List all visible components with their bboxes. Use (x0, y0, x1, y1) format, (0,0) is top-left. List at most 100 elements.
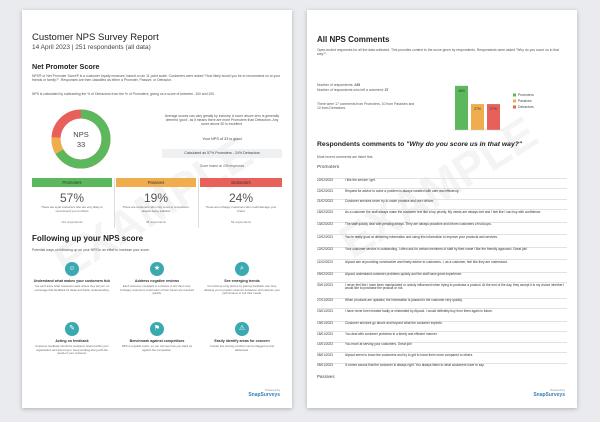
brand-name: SnapSurveys (248, 392, 280, 398)
comment-row: 11/02/2023 Alpood aim at providing constr… (317, 259, 569, 268)
follow-item-concern: ⚠ Easily identify areas for concern Cert… (203, 322, 281, 352)
row-divider (317, 282, 567, 283)
comment-row: 08/01/2023 Alpood seem to know the custom… (317, 352, 569, 361)
comment-date: 19/01/2023 (317, 321, 333, 325)
row-divider (317, 259, 567, 260)
comment-date: 14/01/2023 (317, 342, 333, 346)
nps-calc-text: NPS is calculated by subtracting the % o… (32, 92, 215, 96)
follow-up-heading: Following up your NPS score (32, 234, 144, 243)
follow-item-desc: Certain low scoring numbers can be flagg… (210, 344, 274, 352)
stat-divider (198, 178, 199, 228)
brand-name: SnapSurveys (533, 392, 565, 398)
follow-item-desc: You build up a big picture by gaining fe… (204, 284, 280, 295)
comments-heading-prefix: Respondents comments to (317, 141, 407, 148)
bar-data-label: 27% (490, 107, 497, 111)
star-icon: ★ (150, 262, 164, 276)
comment-row: 21/02/2023 Customer services never try to… (317, 199, 569, 207)
follow-item-title: Benchmark against competitors (129, 339, 185, 343)
passives-percent: 19% (143, 191, 169, 205)
comment-text: It comes across that the customer is alw… (345, 363, 485, 367)
row-divider (317, 362, 567, 363)
comment-row: 13/02/2023 The staff quickly deal with pe… (317, 222, 569, 230)
comment-date: 13/02/2023 (317, 222, 333, 226)
comment-date: 18/01/2023 (317, 331, 333, 336)
row-divider (317, 308, 567, 309)
smiley-icon: ☺ (65, 262, 79, 276)
comment-text: I never feel like I have been manipulate… (345, 282, 565, 291)
follow-item-desc: You can't know what customers want unles… (34, 284, 110, 292)
gauge-ring-promoters (55, 109, 111, 169)
comment-date: 11/02/2023 (317, 259, 333, 264)
passives-count: 48 respondents (146, 220, 166, 224)
num-respondents-value: 245 (354, 83, 360, 87)
num-comments-label: Number of respondents who left a comment (317, 88, 383, 92)
passives-description: These are customers who may move to comp… (122, 205, 190, 213)
row-divider (317, 198, 567, 199)
comment-row: 14/01/2023 You excel at serving your cust… (317, 342, 569, 350)
follow-item-title: Acting on feedback (55, 339, 89, 343)
bar-data-label: 46% (458, 89, 465, 93)
legend-swatch (513, 93, 516, 97)
legend-swatch (513, 99, 516, 103)
row-divider (317, 271, 567, 272)
comment-date: 30/01/2023 (317, 282, 333, 287)
powered-by: Powered by (550, 388, 565, 392)
row-divider (317, 188, 567, 189)
nps-intro: NPS® or Net Promoter Score® is a custome… (32, 74, 281, 83)
brand-logo: Powered by SnapSurveys (248, 388, 280, 398)
comment-date: 09/02/2023 (317, 272, 333, 276)
row-divider (317, 177, 567, 178)
comments-intro: Open-ended responses for all the data co… (317, 48, 560, 57)
row-divider (317, 320, 567, 321)
follow-item-understand: ☺ Understand what makes your customers t… (33, 262, 111, 292)
comment-date: 27/01/2023 (317, 298, 333, 302)
follow-up-intro: Potential ways on following up on your N… (32, 248, 150, 252)
row-divider (317, 246, 567, 247)
comment-row: 15/02/2023 As a customer the staff always… (317, 209, 569, 218)
follow-item-desc: Customer feedback should be analysed, sh… (35, 344, 109, 355)
nps-heading: Net Promoter Score (32, 62, 100, 71)
pencil-icon: ✎ (65, 322, 79, 336)
comment-date: 12/02/2023 (317, 234, 333, 239)
comment-date: 23/01/2023 (317, 308, 333, 313)
comment-date: 21/02/2023 (317, 199, 333, 203)
comment-date: 12/02/2023 (317, 247, 333, 251)
comment-text: Alpood seem to know the customers and tr… (345, 352, 474, 357)
num-comments-row: Number of respondents who left a comment… (317, 88, 389, 92)
nps-calc-line: Calculated as 57% Promoters - 24% Detrac… (162, 149, 282, 158)
most-recent-note: Most recent comments are listed first. (317, 155, 374, 159)
row-divider (317, 352, 567, 353)
stat-divider (114, 178, 115, 228)
legend-entry: Passives (518, 99, 532, 103)
flag-icon: ⚑ (150, 322, 164, 336)
comment-row: 23/01/2023 I have never been treated badl… (317, 308, 569, 317)
nps-score-line: Your NPS of 33 is good (202, 137, 242, 141)
group-passives-label: Passives (317, 374, 335, 379)
nps-benchmark: Average scores can vary greatly by indus… (164, 114, 280, 127)
bar-promoters (455, 85, 468, 130)
comment-row: 12/02/2023 You're really good at deliveri… (317, 234, 569, 243)
report-subtitle: 14 April 2023 | 251 respondents (all dat… (32, 44, 151, 51)
follow-item-title: See emerging trends (224, 279, 260, 283)
follow-item-title: Address negative reviews (134, 279, 180, 283)
comment-text: When products are updated, the informati… (345, 298, 463, 302)
warning-icon: ⚠ (235, 322, 249, 336)
detractors-header: Detractors (200, 178, 282, 187)
follow-item-title: Easily identify areas for concern (214, 339, 270, 343)
gauge-label: NPS (73, 130, 88, 139)
comment-text: Request for advice to solve a problem is… (345, 188, 460, 193)
detractors-count: 59 respondents (231, 220, 251, 224)
row-divider (317, 297, 567, 298)
follow-item-title: Understand what makes your customers tic… (33, 279, 111, 283)
comment-date: 15/02/2023 (317, 209, 333, 214)
nps-gauge: NPS 33 (51, 109, 111, 169)
follow-item-desc: Each customer complaint is a chance to w… (120, 284, 194, 295)
promoters-count: 141 respondents (61, 220, 83, 224)
detractors-description: These are unhappy customers who could da… (205, 205, 277, 213)
comment-row: 12/02/2023 Your customer service is outst… (317, 247, 569, 255)
comment-text: You deal with customer problems in a tim… (345, 331, 438, 336)
nps-based-on: Score based on 249 responses (199, 164, 245, 168)
follow-item-benchmark: ⚑ Benchmark against competitors NPS is a… (118, 322, 196, 352)
comment-text: Alpood aim at providing constructive and… (345, 259, 508, 264)
comment-text: Customer services never try to under pro… (345, 199, 434, 203)
